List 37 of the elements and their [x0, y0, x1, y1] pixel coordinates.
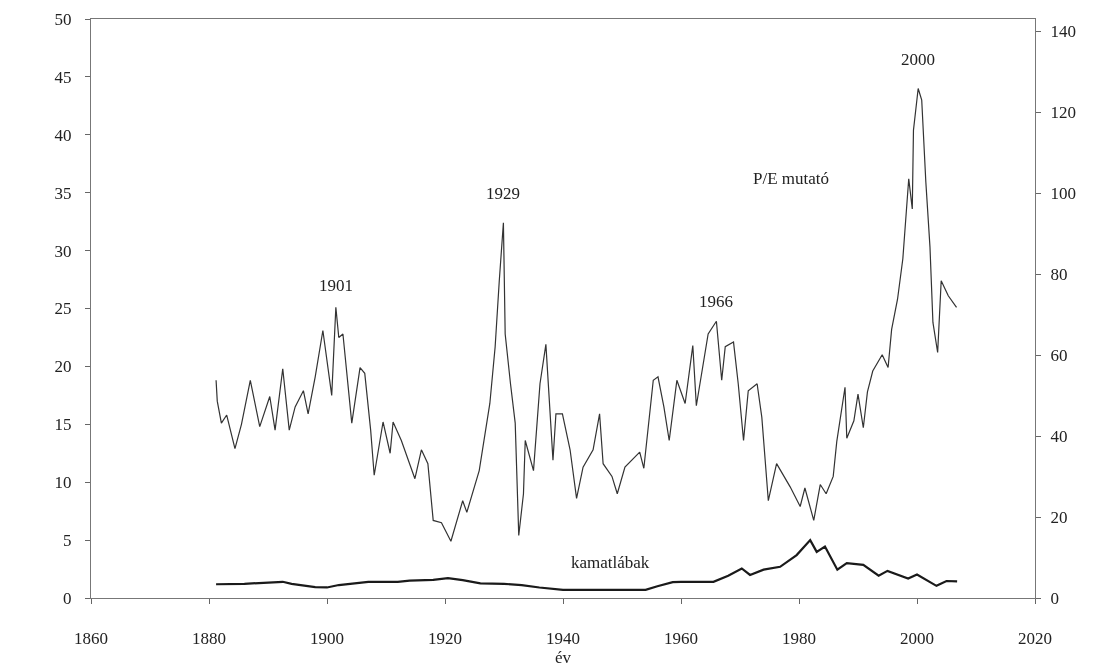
x-tick-label: 1920: [428, 629, 462, 649]
y-tick-label: 10: [54, 473, 72, 493]
y-tick-label: 5: [63, 531, 72, 551]
y-tick-label: 50: [54, 9, 72, 29]
y2-tick-label: 140: [1050, 22, 1076, 42]
y2-tick-label: 80: [1050, 265, 1068, 285]
x-tick-label: 1960: [664, 629, 698, 649]
y-tick-label: 25: [54, 299, 72, 319]
y2-tick-label: 0: [1050, 588, 1059, 608]
annotation: 2000: [901, 50, 935, 69]
line-series: [214, 539, 959, 591]
annotation: 1966: [699, 292, 733, 311]
x-tick-label: 1980: [782, 629, 816, 649]
line-series: [215, 87, 958, 542]
y-tick-label: 35: [54, 183, 72, 203]
y-tick-label: 40: [54, 125, 72, 145]
y-tick-label: 15: [54, 415, 72, 435]
y2-tick-label: 100: [1050, 184, 1076, 204]
annotation: 1929: [486, 184, 520, 203]
y2-tick-label: 40: [1050, 426, 1068, 446]
y-tick-label: 20: [54, 357, 72, 377]
x-tick-label: 1860: [74, 629, 108, 649]
annotation: 1901: [319, 276, 353, 295]
x-tick-label: 2000: [900, 629, 934, 649]
x-tick-label: 1900: [310, 629, 344, 649]
y-tick-label: 45: [54, 67, 72, 87]
y2-tick-label: 120: [1050, 103, 1076, 123]
x-tick-label: 1940: [546, 629, 580, 649]
y2-tick-label: 60: [1050, 346, 1068, 366]
annotation: P/E mutató: [753, 169, 830, 188]
y2-tick-label: 20: [1050, 507, 1068, 527]
series-label: kamatlábak: [571, 553, 650, 572]
x-tick-label: 2020: [1018, 629, 1052, 649]
x-axis-title: év: [554, 648, 572, 668]
y-tick-label: 0: [63, 588, 72, 608]
y-tick-label: 30: [54, 241, 72, 261]
x-tick-label: 1880: [192, 629, 226, 649]
